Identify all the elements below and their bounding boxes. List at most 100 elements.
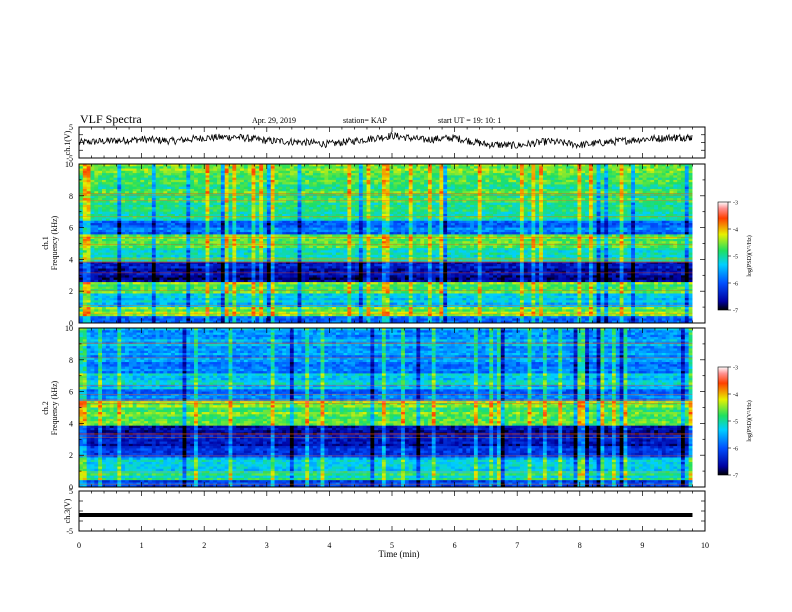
spectrogram-cell: [658, 207, 662, 210]
spectrogram-cell: [255, 209, 259, 212]
spectrogram-cell: [432, 169, 436, 172]
spectrogram-cell: [282, 205, 286, 208]
spectrogram-cell: [363, 180, 367, 183]
spectrogram-cell: [585, 196, 589, 199]
spectrogram-cell: [133, 230, 137, 233]
spectrogram-cell: [328, 196, 332, 199]
spectrogram-cell: [616, 175, 620, 178]
spectrogram-cell: [531, 184, 535, 187]
spectrogram-cell: [616, 180, 620, 183]
spectrogram-cell: [282, 225, 286, 228]
spectrogram-cell: [144, 209, 148, 212]
spectrogram-cell: [374, 232, 378, 235]
spectrogram-cell: [650, 189, 654, 192]
spectrogram-cell: [570, 184, 574, 187]
spectrogram-cell: [221, 175, 225, 178]
spectrogram-cell: [424, 200, 428, 203]
spectrogram-cell: [474, 182, 478, 185]
spectrogram-cell: [459, 203, 463, 206]
spectrogram-cell: [133, 200, 137, 203]
spectrogram-cell: [290, 184, 294, 187]
spectrogram-cell: [508, 225, 512, 228]
spectrogram-cell: [301, 207, 305, 210]
spectrogram-cell: [416, 228, 420, 231]
spectrogram-cell: [524, 232, 528, 235]
spectrogram-cell: [635, 207, 639, 210]
spectrogram-cell: [286, 230, 290, 233]
spectrogram-cell: [608, 228, 612, 231]
spectrogram-cell: [635, 223, 639, 226]
spectrogram-cell: [98, 196, 102, 199]
spectrogram-cell: [255, 182, 259, 185]
spectrogram-cell: [577, 184, 581, 187]
spectrogram-cell: [455, 180, 459, 183]
spectrogram-cell: [593, 196, 597, 199]
spectrogram-cell: [117, 169, 121, 172]
spectrogram-cell: [125, 196, 129, 199]
spectrogram-cell: [612, 205, 616, 208]
spectrogram-cell: [232, 225, 236, 228]
spectrogram-cell: [374, 207, 378, 210]
spectrogram-cell: [313, 225, 317, 228]
spectrogram-cell: [443, 216, 447, 219]
spectrogram-cell: [198, 223, 202, 226]
spectrogram-cell: [190, 182, 194, 185]
spectrogram-cell: [401, 221, 405, 224]
spectrogram-cell: [301, 178, 305, 181]
spectrogram-cell: [485, 178, 489, 181]
spectrogram-cell: [370, 216, 374, 219]
spectrogram-cell: [83, 178, 87, 181]
spectrogram-cell: [229, 169, 233, 172]
spectrogram-cell: [478, 212, 482, 215]
spectrogram-cell: [363, 203, 367, 206]
spectrogram-cell: [91, 182, 95, 185]
spectrogram-cell: [332, 219, 336, 222]
spectrogram-cell: [409, 205, 413, 208]
spectrogram-cell: [439, 212, 443, 215]
spectrogram-cell: [198, 212, 202, 215]
spectrogram-cell: [566, 216, 570, 219]
spectrogram-cell: [117, 196, 121, 199]
spectrogram-cell: [305, 182, 309, 185]
spectrogram-cell: [321, 216, 325, 219]
spectrogram-cell: [91, 212, 95, 215]
spectrogram-cell: [240, 219, 244, 222]
spectrogram-cell: [347, 171, 351, 174]
spectrogram-cell: [405, 219, 409, 222]
spectrogram-cell: [240, 196, 244, 199]
spectrogram-cell: [401, 180, 405, 183]
spectrogram-cell: [623, 169, 627, 172]
spectrogram-cell: [612, 178, 616, 181]
spectrogram-cell: [390, 175, 394, 178]
spectrogram-cell: [650, 216, 654, 219]
spectrogram-cell: [367, 182, 371, 185]
spectrogram-cell: [324, 171, 328, 174]
spectrogram-cell: [390, 189, 394, 192]
spectrogram-cell: [574, 207, 578, 210]
spectrogram-cell: [267, 178, 271, 181]
spectrogram-cell: [612, 225, 616, 228]
spectrogram-cell: [420, 187, 424, 190]
spectrogram-cell: [378, 216, 382, 219]
spectrogram-cell: [397, 225, 401, 228]
spectrogram-cell: [416, 221, 420, 224]
spectrogram-cell: [677, 225, 681, 228]
spectrogram-cell: [677, 228, 681, 231]
spectrogram-cell: [286, 180, 290, 183]
spectrogram-cell: [508, 216, 512, 219]
spectrogram-cell: [221, 205, 225, 208]
spectrogram-cell: [512, 232, 516, 235]
spectrogram-cell: [558, 178, 562, 181]
spectrogram-cell: [278, 182, 282, 185]
spectrogram-cell: [520, 212, 524, 215]
spectrogram-cell: [643, 212, 647, 215]
spectrogram-cell: [344, 212, 348, 215]
spectrogram-cell: [129, 207, 133, 210]
spectrogram-cell: [539, 221, 543, 224]
spectrogram-cell: [175, 225, 179, 228]
spectrogram-cell: [202, 175, 206, 178]
spectrogram-cell: [278, 216, 282, 219]
spectrogram-cell: [359, 180, 363, 183]
spectrogram-cell: [91, 169, 95, 172]
spectrogram-cell: [344, 169, 348, 172]
